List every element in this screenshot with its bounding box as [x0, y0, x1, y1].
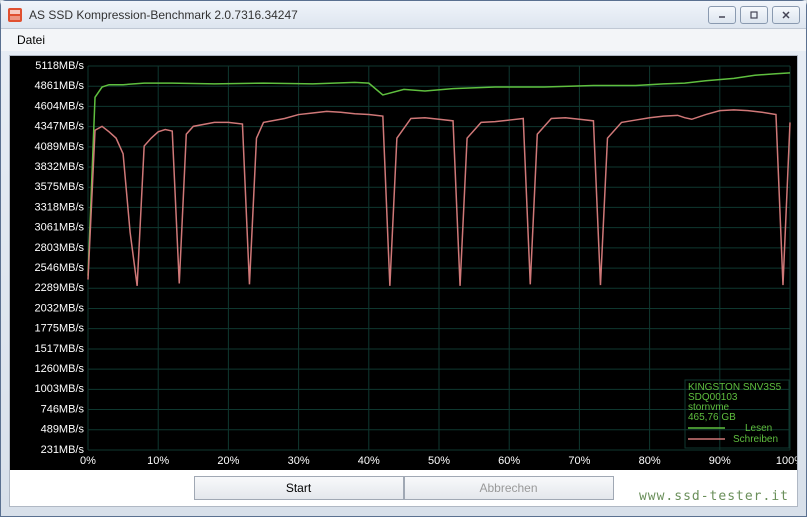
svg-text:0%: 0%	[80, 455, 96, 467]
compression-chart: 5118MB/s 4861MB/s 4604MB/s 4347MB/s 4089MB/s…	[10, 56, 797, 470]
menubar: Datei	[1, 29, 806, 51]
svg-text:1517MB/s: 1517MB/s	[34, 343, 84, 355]
svg-text:465,76 GB: 465,76 GB	[688, 412, 736, 423]
menu-datei[interactable]: Datei	[9, 31, 53, 49]
minimize-button[interactable]	[708, 6, 736, 24]
svg-text:90%: 90%	[709, 455, 731, 467]
svg-text:Lesen: Lesen	[745, 423, 772, 434]
svg-text:231MB/s: 231MB/s	[41, 444, 85, 456]
svg-text:5118MB/s: 5118MB/s	[35, 60, 84, 72]
svg-text:2289MB/s: 2289MB/s	[34, 282, 84, 294]
svg-text:1775MB/s: 1775MB/s	[34, 323, 84, 335]
svg-text:2803MB/s: 2803MB/s	[34, 242, 84, 254]
svg-text:4089MB/s: 4089MB/s	[34, 141, 84, 153]
svg-text:80%: 80%	[639, 455, 661, 467]
svg-text:1260MB/s: 1260MB/s	[34, 363, 84, 375]
svg-text:3575MB/s: 3575MB/s	[34, 181, 84, 193]
svg-text:50%: 50%	[428, 455, 450, 467]
titlebar: AS SSD Kompression-Benchmark 2.0.7316.34…	[1, 1, 806, 29]
content-panel: 5118MB/s 4861MB/s 4604MB/s 4347MB/s 4089MB/s…	[9, 55, 798, 507]
window-controls	[708, 6, 800, 24]
svg-text:70%: 70%	[568, 455, 590, 467]
chart-svg: 5118MB/s 4861MB/s 4604MB/s 4347MB/s 4089MB/s…	[10, 56, 797, 470]
svg-text:1003MB/s: 1003MB/s	[34, 383, 84, 395]
svg-text:2032MB/s: 2032MB/s	[34, 302, 84, 314]
svg-text:60%: 60%	[498, 455, 520, 467]
svg-text:100%: 100%	[776, 455, 797, 467]
close-button[interactable]	[772, 6, 800, 24]
svg-text:Schreiben: Schreiben	[733, 434, 778, 445]
svg-text:746MB/s: 746MB/s	[41, 403, 85, 415]
maximize-button[interactable]	[740, 6, 768, 24]
svg-text:30%: 30%	[288, 455, 310, 467]
start-button[interactable]: Start	[194, 476, 404, 500]
svg-text:3318MB/s: 3318MB/s	[34, 201, 84, 213]
svg-text:3061MB/s: 3061MB/s	[34, 222, 84, 234]
svg-text:4861MB/s: 4861MB/s	[34, 80, 84, 92]
svg-text:10%: 10%	[147, 455, 169, 467]
svg-text:40%: 40%	[358, 455, 380, 467]
svg-text:20%: 20%	[217, 455, 239, 467]
svg-text:4347MB/s: 4347MB/s	[34, 120, 84, 132]
watermark: www.ssd-tester.it	[639, 489, 789, 504]
window-title: AS SSD Kompression-Benchmark 2.0.7316.34…	[29, 8, 708, 22]
app-icon	[7, 7, 23, 23]
svg-text:2546MB/s: 2546MB/s	[34, 262, 84, 274]
svg-text:3832MB/s: 3832MB/s	[34, 161, 84, 173]
svg-text:489MB/s: 489MB/s	[41, 424, 85, 436]
abort-button[interactable]: Abbrechen	[404, 476, 614, 500]
app-window: AS SSD Kompression-Benchmark 2.0.7316.34…	[0, 0, 807, 517]
svg-text:4604MB/s: 4604MB/s	[34, 100, 84, 112]
